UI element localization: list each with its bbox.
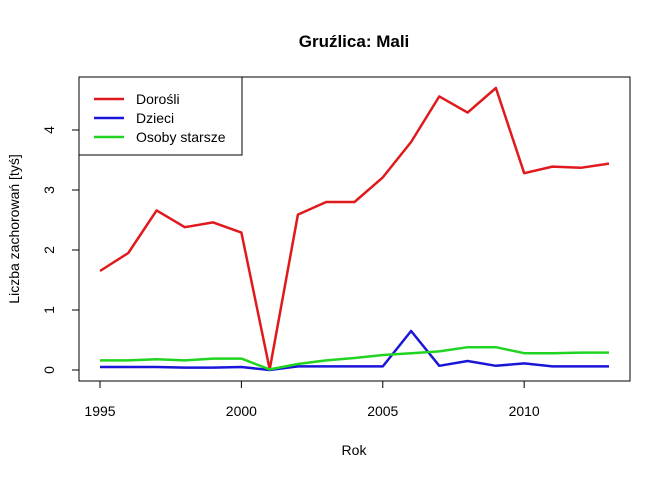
y-axis: 0 1 2 3 4: [41, 126, 79, 374]
x-tick-label: 2010: [509, 403, 540, 419]
x-tick-label: 2005: [367, 403, 398, 419]
series-line-dzieci: [100, 329, 609, 372]
y-tick-label: 0: [41, 366, 57, 374]
series-line-dorosli: [99, 86, 610, 371]
y-tick-label: 2: [41, 246, 57, 254]
x-tick-label: 2000: [226, 403, 257, 419]
legend-label-dzieci: Dzieci: [136, 110, 174, 126]
y-axis-label: Liczba zachorowań [tyś]: [6, 154, 22, 303]
x-axis-label: Rok: [342, 442, 368, 458]
legend-label-osoby-starsze: Osoby starsze: [136, 129, 226, 145]
y-tick-label: 1: [41, 306, 57, 314]
legend: Dorośli Dzieci Osoby starsze: [78, 76, 243, 156]
y-tick-label: 4: [41, 126, 57, 134]
x-tick-label: 1995: [84, 403, 115, 419]
chart-title: Gruźlica: Mali: [299, 32, 410, 51]
x-axis: 1995 2000 2005 2010: [84, 381, 540, 419]
series-lines: [99, 86, 610, 372]
plot-frame: [78, 76, 631, 382]
legend-label-dorosli: Dorośli: [136, 91, 180, 107]
legend-box: [78, 76, 243, 156]
y-tick-label: 3: [41, 186, 57, 194]
series-line-osoby-starsze: [100, 345, 609, 371]
